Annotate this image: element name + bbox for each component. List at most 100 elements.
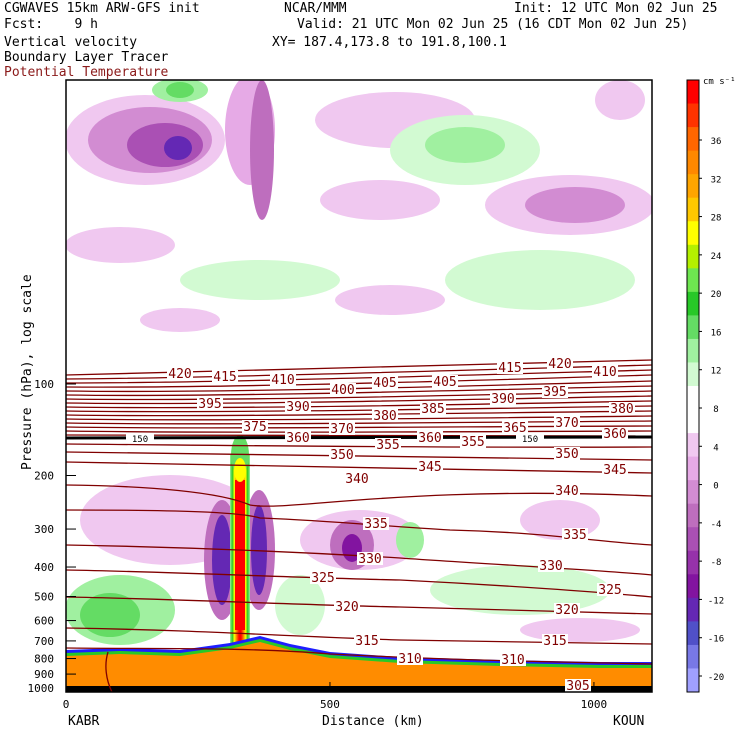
theta-label-text: 355 (376, 438, 399, 453)
field-title-tracer: Boundary Layer Tracer (4, 50, 169, 65)
tracer-label-bg (126, 433, 154, 443)
forecast-hour: Fcst: 9 h (4, 17, 98, 32)
colorbar-label: 12 (711, 367, 722, 377)
theta-label-text: 330 (358, 552, 381, 567)
theta-label: 370 (554, 416, 580, 431)
theta-label: 360 (602, 427, 628, 442)
theta-label: 335 (562, 528, 588, 543)
theta-label-text: 330 (539, 559, 562, 574)
theta-label: 410 (592, 365, 618, 380)
colorbar-swatch (687, 268, 699, 293)
theta-label-text: 335 (563, 528, 586, 543)
y-tick-label: 500 (34, 590, 54, 603)
theta-label-text: 380 (610, 402, 633, 417)
theta-label: 420 (167, 367, 193, 382)
colorbar-swatch (687, 574, 699, 599)
theta-label: 345 (417, 460, 443, 475)
theta-label-bg (372, 409, 398, 422)
colorbar-label: -20 (708, 673, 724, 683)
theta-label: 360 (417, 431, 443, 446)
theta-label-bg (602, 427, 628, 440)
theta-label: 380 (609, 402, 635, 417)
theta-label-bg (554, 416, 580, 429)
theta-label-bg (602, 463, 628, 476)
theta-label-bg (542, 634, 568, 647)
theta-label: 330 (357, 552, 383, 567)
colorbar-label: -12 (708, 596, 724, 606)
theta-label: 320 (554, 603, 580, 618)
theta-label: 350 (554, 447, 580, 462)
theta-label-bg (420, 402, 446, 415)
theta-label-bg (372, 376, 398, 389)
theta-label-text: 390 (286, 400, 309, 415)
theta-label-bg (167, 367, 193, 380)
plot-field: 420 415 410 415 420 410 400 405 405 395 390 390 395 3… (66, 80, 652, 692)
theta-label-bg (502, 421, 528, 434)
field-title-theta: Potential Temperature (4, 65, 169, 80)
theta-label-bg (460, 435, 486, 448)
theta-label-bg (197, 397, 223, 410)
theta-label: 315 (542, 634, 568, 649)
colorbar-swatch (687, 456, 699, 481)
theta-label-bg (270, 373, 296, 386)
tracer-label: 150 (516, 433, 544, 445)
theta-label: 315 (354, 634, 380, 649)
theta-label: 310 (397, 652, 423, 667)
theta-label-bg (357, 552, 383, 565)
theta-label-bg (375, 438, 401, 451)
colorbar-swatch (687, 668, 699, 693)
theta-label: 395 (197, 397, 223, 412)
colorbar-unit: cm s⁻¹ (703, 77, 736, 87)
plot-frame (65, 79, 653, 693)
theta-label-text: 410 (271, 373, 294, 388)
theta-label-bg (538, 559, 564, 572)
theta-label-text: 370 (330, 422, 353, 437)
tracer-label-bg (516, 433, 544, 443)
theta-label-text: 310 (398, 652, 421, 667)
init-time: Init: 12 UTC Mon 02 Jun 25 (514, 1, 718, 16)
colorbar: 36 32 28 24 20 16 12 8 4 0 -4 -8 -12 -16 -20 (686, 79, 724, 693)
tracer-label-text: 150 (522, 435, 538, 445)
theta-label-bg (285, 400, 311, 413)
right-endpoint-label: KOUN (613, 714, 644, 729)
theta-label-text: 360 (286, 431, 309, 446)
theta-label-bg (310, 571, 336, 584)
theta-label: 330 (538, 559, 564, 574)
theta-label-text: 405 (433, 375, 456, 390)
theta-label-text: 415 (498, 361, 521, 376)
theta-label-text: 385 (421, 402, 444, 417)
colorbar-frame (686, 79, 700, 693)
theta-label-bg (597, 583, 623, 596)
theta-label-text: 400 (331, 383, 354, 398)
colorbar-swatch (687, 409, 699, 434)
theta-label: 355 (375, 438, 401, 453)
theta-label-text: 315 (543, 634, 566, 649)
theta-label-bg (562, 528, 588, 541)
theta-label: 395 (542, 385, 568, 400)
colorbar-swatch (687, 103, 699, 128)
theta-label: 340 (554, 484, 580, 499)
colorbar-label: 28 (711, 214, 722, 224)
theta-label: 405 (432, 375, 458, 390)
theta-label-bg (417, 431, 443, 444)
theta-label-bg (363, 517, 389, 530)
theta-label-text: 365 (503, 421, 526, 436)
theta-label-bg (344, 472, 370, 485)
theta-label-text: 375 (243, 420, 266, 435)
theta-label-bg (554, 603, 580, 616)
colorbar-swatch (687, 550, 699, 575)
theta-label: 390 (285, 400, 311, 415)
theta-label: 360 (285, 431, 311, 446)
theta-label-text: 395 (198, 397, 221, 412)
theta-label: 370 (329, 422, 355, 437)
theta-label-text: 390 (491, 392, 514, 407)
theta-label-bg (565, 679, 591, 692)
theta-label: 390 (490, 392, 516, 407)
theta-label-text: 405 (373, 376, 396, 391)
theta-label: 385 (420, 402, 446, 417)
colorbar-swatch (687, 127, 699, 152)
y-tick-label: 800 (34, 653, 54, 666)
colorbar-swatch (687, 621, 699, 646)
theta-label-text: 395 (543, 385, 566, 400)
field-title-vertical-velocity: Vertical velocity (4, 35, 138, 50)
